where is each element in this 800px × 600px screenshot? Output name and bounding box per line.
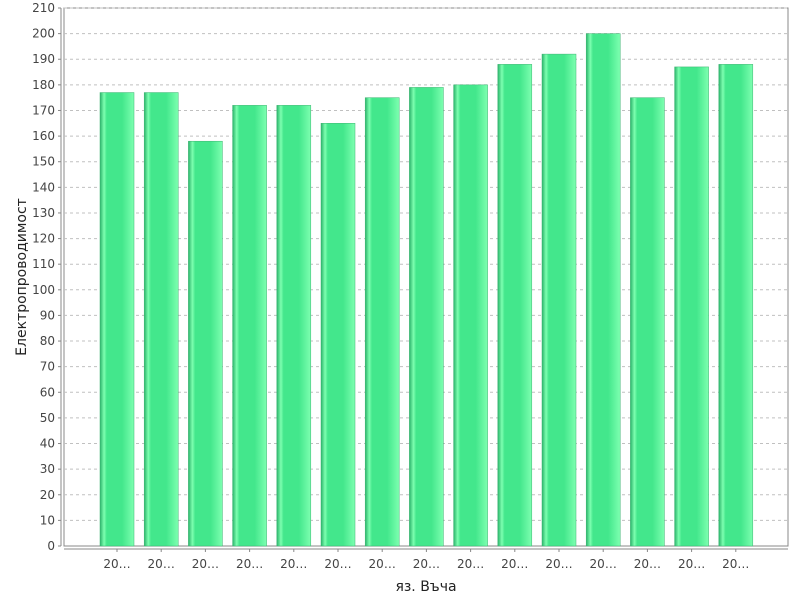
y-axis-ticks: 0 10 20 30 40 50 60 70 80 90 100 110 120 130 140 150 160…	[32, 1, 61, 553]
y-tick-label: 0	[47, 539, 55, 553]
y-tick-label: 160	[32, 129, 55, 143]
y-tick-label: 40	[40, 437, 55, 451]
y-tick-label: 30	[40, 462, 55, 476]
y-tick-label: 170	[32, 103, 55, 117]
bar	[674, 66, 709, 547]
bar	[99, 92, 135, 547]
x-tick-label: 20…	[148, 557, 175, 571]
x-tick-label: 20…	[413, 557, 440, 571]
x-tick-label: 20…	[678, 557, 705, 571]
y-tick-label: 90	[40, 308, 55, 322]
y-axis-title: Електропроводимост	[14, 198, 30, 356]
x-tick-label: 20…	[634, 557, 661, 571]
x-tick-label: 20…	[590, 557, 617, 571]
bar	[585, 33, 621, 547]
bars	[99, 33, 754, 547]
x-tick-label: 20…	[457, 557, 484, 571]
y-tick-label: 200	[32, 27, 55, 41]
bar	[630, 97, 665, 547]
y-tick-label: 140	[32, 180, 55, 194]
x-axis-title: яз. Въча	[395, 579, 456, 595]
x-tick-label: 20…	[280, 557, 307, 571]
bar	[497, 64, 533, 547]
y-tick-label: 130	[32, 206, 55, 220]
bar	[718, 64, 754, 547]
x-axis-ticks: 20… 20… 20… 20… 20… 20… 20… 20… 20… 20… 20… 20… 20… 2…	[103, 549, 749, 571]
y-tick-label: 60	[40, 385, 55, 399]
bar	[232, 105, 267, 547]
y-tick-label: 20	[40, 488, 55, 502]
x-tick-label: 20…	[192, 557, 219, 571]
bar	[409, 87, 444, 547]
y-tick-label: 210	[32, 1, 55, 15]
bar	[320, 123, 356, 547]
y-tick-label: 190	[32, 52, 55, 66]
y-tick-label: 150	[32, 155, 55, 169]
y-tick-label: 120	[32, 232, 55, 246]
y-tick-label: 80	[40, 334, 55, 348]
x-tick-label: 20…	[236, 557, 263, 571]
bar	[143, 92, 179, 547]
bar	[276, 105, 312, 547]
y-tick-label: 100	[32, 283, 55, 297]
bar	[188, 140, 223, 547]
y-tick-label: 10	[40, 513, 55, 527]
y-tick-label: 110	[32, 257, 55, 271]
y-tick-label: 180	[32, 78, 55, 92]
y-tick-label: 70	[40, 360, 55, 374]
x-tick-label: 20…	[501, 557, 528, 571]
bar	[453, 84, 488, 547]
bar	[364, 97, 400, 547]
y-tick-label: 50	[40, 411, 55, 425]
x-tick-label: 20…	[324, 557, 351, 571]
x-tick-label: 20…	[545, 557, 572, 571]
x-tick-label: 20…	[722, 557, 749, 571]
x-tick-label: 20…	[369, 557, 396, 571]
x-tick-label: 20…	[103, 557, 130, 571]
bar	[541, 53, 577, 547]
